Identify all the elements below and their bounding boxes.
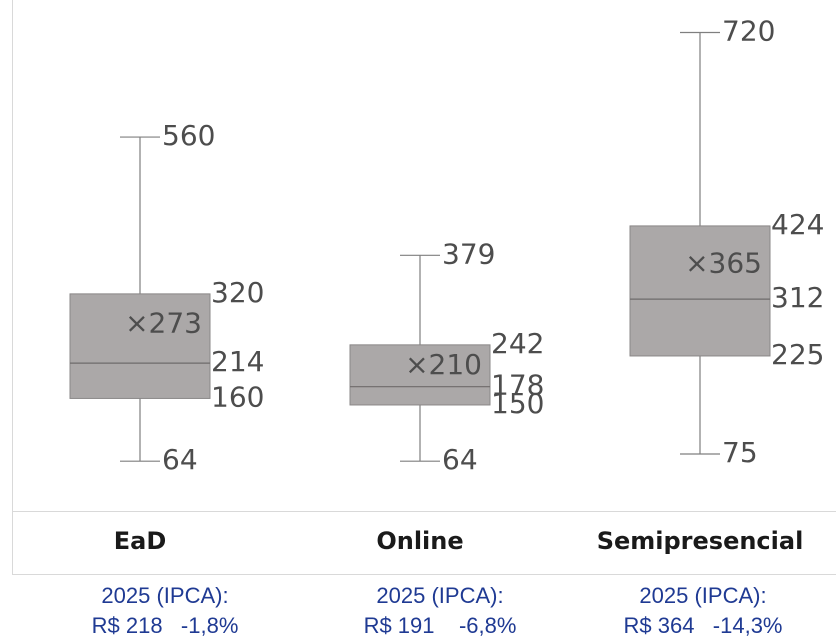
online-q1-label: 150 xyxy=(491,387,544,420)
note-online-line1: 2025 (IPCA): xyxy=(376,583,504,608)
semipresencial-q1-label: 225 xyxy=(771,338,824,371)
online-min-label: 64 xyxy=(442,443,478,476)
note-online-line2: R$ 191 -6,8% xyxy=(363,613,517,638)
semipresencial-q3-label: 424 xyxy=(771,208,824,241)
ead-category-label: EaD xyxy=(114,527,167,555)
note-online: 2025 (IPCA): R$ 191 -6,8% xyxy=(310,581,570,641)
note-ead-line2: R$ 218 -1,8% xyxy=(91,613,239,638)
online-box xyxy=(349,344,491,406)
online-max-label: 379 xyxy=(442,237,495,270)
ead-min-label: 64 xyxy=(162,443,198,476)
online-median-label: 178 xyxy=(491,369,544,402)
semipresencial-median-label: 312 xyxy=(771,281,824,314)
semipresencial-min-label: 75 xyxy=(722,436,758,469)
online-mean-label: ×210 xyxy=(405,348,482,381)
ead-q1-label: 160 xyxy=(211,380,264,413)
ead-median-label: 214 xyxy=(211,345,264,378)
semipresencial-box xyxy=(629,225,771,357)
ead-box xyxy=(69,293,211,399)
online-category-label: Online xyxy=(376,527,463,555)
note-semipresencial-line2: R$ 364 -14,3% xyxy=(623,613,783,638)
ead-max-label: 560 xyxy=(162,119,215,152)
note-ead-line1: 2025 (IPCA): xyxy=(101,583,229,608)
ead-mean-label: ×273 xyxy=(125,307,202,340)
note-semipresencial: 2025 (IPCA): R$ 364 -14,3% xyxy=(573,581,833,641)
note-ead: 2025 (IPCA): R$ 218 -1,8% xyxy=(35,581,295,641)
ead-q3-label: 320 xyxy=(211,276,264,309)
category-labels: EaD Online Semipresencial xyxy=(114,527,804,555)
semipresencial-max-label: 720 xyxy=(722,14,775,47)
online-q3-label: 242 xyxy=(491,327,544,360)
semipresencial-mean-label: ×365 xyxy=(685,246,762,279)
semipresencial-category-label: Semipresencial xyxy=(597,527,804,555)
note-semipresencial-line1: 2025 (IPCA): xyxy=(639,583,767,608)
